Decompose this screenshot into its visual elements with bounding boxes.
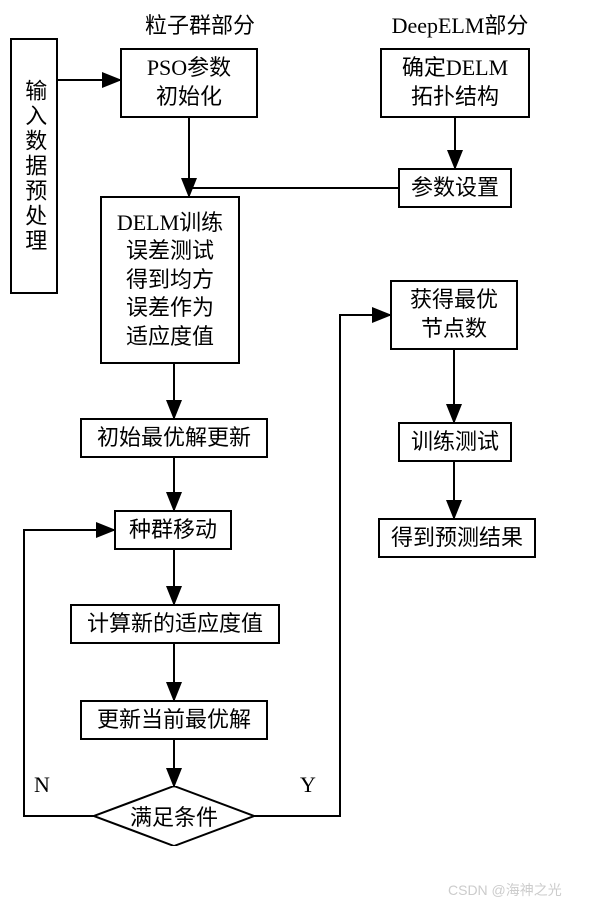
node-pso-init: PSO参数 初始化 <box>120 48 258 118</box>
node-pso-init-l1: PSO参数 <box>147 54 231 83</box>
edge-label-n-text: N <box>34 772 50 797</box>
node-init-update-text: 初始最优解更新 <box>97 424 251 453</box>
node-init-update: 初始最优解更新 <box>80 418 268 458</box>
node-preprocess-text: 输入数据预处理 <box>20 79 49 254</box>
node-train-test-text: 训练测试 <box>411 428 499 457</box>
node-best-node-l1: 获得最优 <box>410 286 498 315</box>
arrow-condition-y-bestnode <box>254 315 390 816</box>
node-delm-train-l5: 适应度值 <box>117 323 223 352</box>
edge-label-n: N <box>34 772 50 798</box>
node-preprocess: 输入数据预处理 <box>10 38 58 294</box>
header-delm-text: DeepELM部分 <box>392 13 529 38</box>
node-best-node-l2: 节点数 <box>410 315 498 344</box>
node-delm-train-l2: 误差测试 <box>117 237 223 266</box>
node-update-best-text: 更新当前最优解 <box>97 706 251 735</box>
edge-label-y: Y <box>300 772 316 798</box>
node-condition-text: 满足条件 <box>130 805 218 830</box>
header-delm: DeepELM部分 <box>370 8 550 40</box>
edge-label-y-text: Y <box>300 772 316 797</box>
node-swarm-move-text: 种群移动 <box>129 516 217 545</box>
watermark: CSDN @海神之光 <box>448 880 562 900</box>
node-pred-result-text: 得到预测结果 <box>391 524 523 553</box>
node-calc-fitness: 计算新的适应度值 <box>70 604 280 644</box>
watermark-text: CSDN @海神之光 <box>448 882 562 898</box>
node-delm-train-l1: DELM训练 <box>117 209 223 238</box>
node-pso-init-l2: 初始化 <box>147 83 231 112</box>
node-param-set: 参数设置 <box>398 168 512 208</box>
header-pso-text: 粒子群部分 <box>145 13 255 38</box>
node-best-node: 获得最优 节点数 <box>390 280 518 350</box>
node-delm-topo: 确定DELM 拓扑结构 <box>380 48 530 118</box>
header-pso: 粒子群部分 <box>120 8 280 40</box>
node-delm-train-l3: 得到均方 <box>117 266 223 295</box>
node-delm-train: DELM训练 误差测试 得到均方 误差作为 适应度值 <box>100 196 240 364</box>
node-pred-result: 得到预测结果 <box>378 518 536 558</box>
node-condition: 满足条件 <box>94 786 254 846</box>
node-delm-train-l4: 误差作为 <box>117 294 223 323</box>
node-calc-fitness-text: 计算新的适应度值 <box>87 610 263 639</box>
node-update-best: 更新当前最优解 <box>80 700 268 740</box>
node-train-test: 训练测试 <box>398 422 512 462</box>
node-swarm-move: 种群移动 <box>114 510 232 550</box>
node-delm-topo-l2: 拓扑结构 <box>402 83 508 112</box>
node-param-set-text: 参数设置 <box>411 174 499 203</box>
node-delm-topo-l1: 确定DELM <box>402 54 508 83</box>
